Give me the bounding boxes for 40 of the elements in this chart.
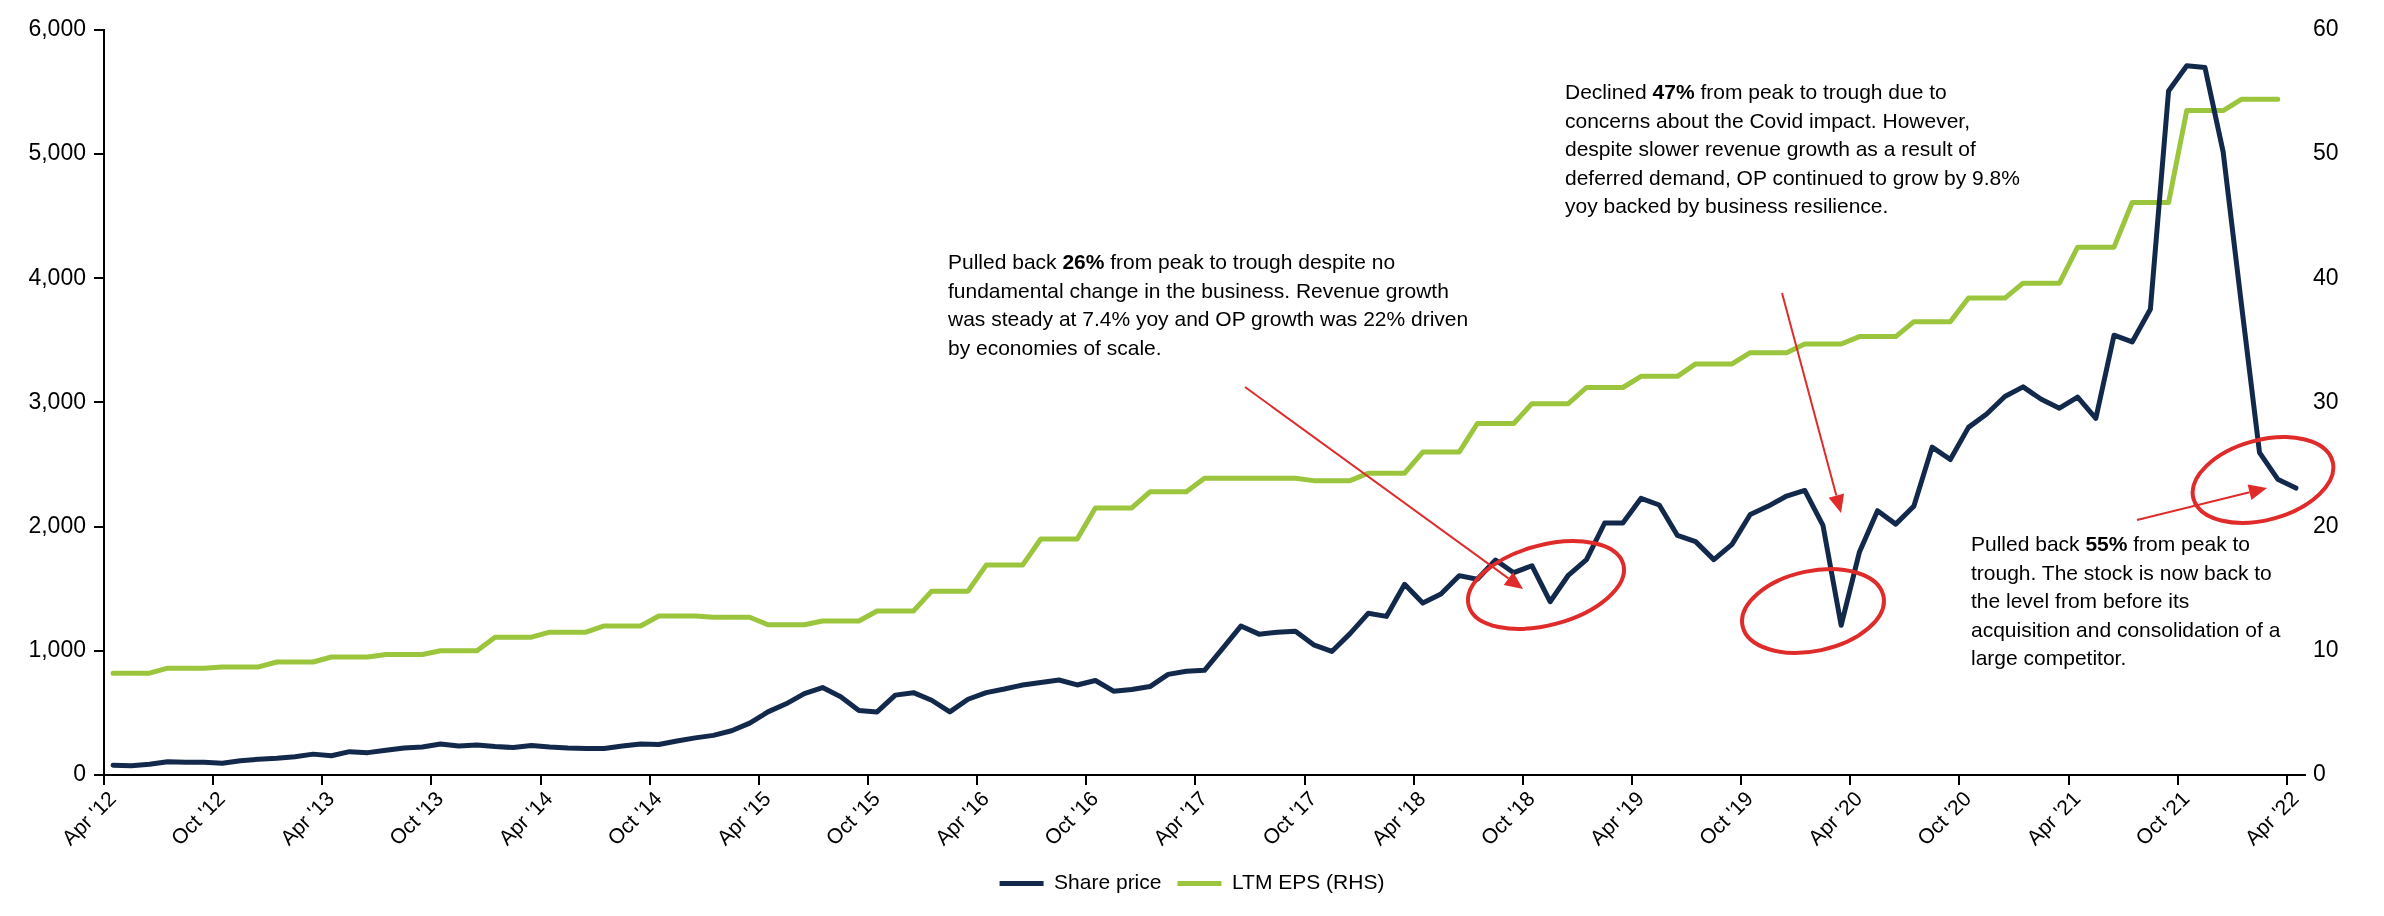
x-tick-label: Oct '17 (1257, 786, 1321, 850)
y2-tick-label: 0 (2313, 760, 2326, 787)
y2-tick-label: 60 (2313, 15, 2339, 42)
y-tick-label: 1,000 (28, 636, 86, 663)
x-tick-label: Apr '13 (275, 786, 339, 850)
legend-label: LTM EPS (RHS) (1231, 870, 1385, 894)
x-tick-label: Oct '12 (166, 786, 230, 850)
y-tick-label: 3,000 (28, 387, 86, 414)
y2-tick-label: 20 (2313, 511, 2339, 538)
x-tick-label: Apr '15 (712, 786, 775, 850)
x-tick-label: Apr '19 (1585, 786, 1648, 850)
y-tick-label: 0 (73, 760, 86, 787)
x-tick-label: Apr '22 (2239, 786, 2303, 850)
x-tick-label: Apr '18 (1366, 786, 1430, 850)
x-tick-label: Oct '14 (602, 786, 666, 850)
x-tick-label: Oct '15 (821, 786, 885, 850)
y-tick-label: 6,000 (28, 15, 86, 42)
y2-tick-label: 40 (2313, 263, 2339, 290)
annotation: Declined 47% from peak to trough due to concerns about the Covid impact. However, despite slower revenue growth as a result of deferred demand, OP continued to grow by 9.8% yoy backed by business resilience. (1565, 79, 2021, 220)
x-tick-label: Oct '16 (1039, 786, 1103, 850)
x-tick-label: Apr '16 (930, 786, 994, 850)
annotation: Pulled back 55% from peak to trough. The stock is now back to the level from before its acquisition and consolidation of a large competitor. (1971, 531, 2282, 672)
y2-tick-label: 30 (2313, 387, 2339, 414)
x-tick-label: Oct '13 (384, 786, 448, 850)
x-tick-label: Oct '21 (2130, 786, 2194, 850)
x-tick-label: Oct '20 (1912, 786, 1976, 850)
x-tick-label: Apr '14 (493, 786, 557, 850)
legend-label: Share price (1054, 870, 1162, 894)
annotation: Pulled back 26% from peak to trough despite no fundamental change in the business. Revenue growth was steady at 7.4% yoy and OP growth was 22% driven by economies of scale. (948, 249, 1470, 361)
y-tick-label: 5,000 (28, 139, 86, 166)
y2-tick-label: 10 (2313, 636, 2339, 663)
x-tick-label: Oct '19 (1694, 786, 1758, 850)
x-tick-label: Oct '18 (1476, 786, 1539, 850)
x-tick-label: Apr '17 (1148, 786, 1212, 850)
x-tick-label: Apr '21 (2021, 786, 2085, 850)
y2-tick-label: 50 (2313, 139, 2339, 166)
x-tick-label: Apr '20 (1803, 786, 1867, 850)
x-tick-label: Apr '12 (57, 786, 121, 850)
y-tick-label: 4,000 (28, 263, 86, 290)
y-tick-label: 2,000 (28, 511, 86, 538)
